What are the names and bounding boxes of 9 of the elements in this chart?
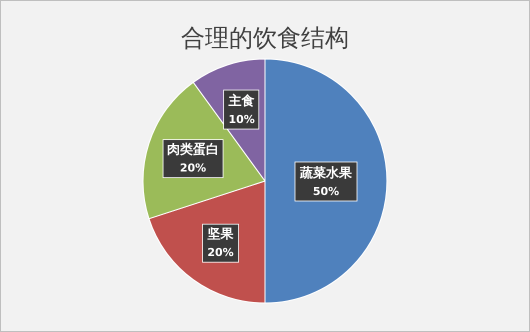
- slice-label: 坚果: [206, 227, 235, 242]
- data-label: 10%: [228, 113, 255, 126]
- chart-title: 合理的饮食结构: [181, 24, 349, 52]
- slice-label: 主食: [228, 93, 255, 110]
- data-label: 20%: [207, 246, 234, 260]
- slice-label: 蔬菜水果: [299, 165, 353, 181]
- slice-label: 肉类蛋白: [167, 142, 220, 158]
- data-label: 20%: [180, 162, 206, 175]
- data-label: 50%: [312, 185, 340, 198]
